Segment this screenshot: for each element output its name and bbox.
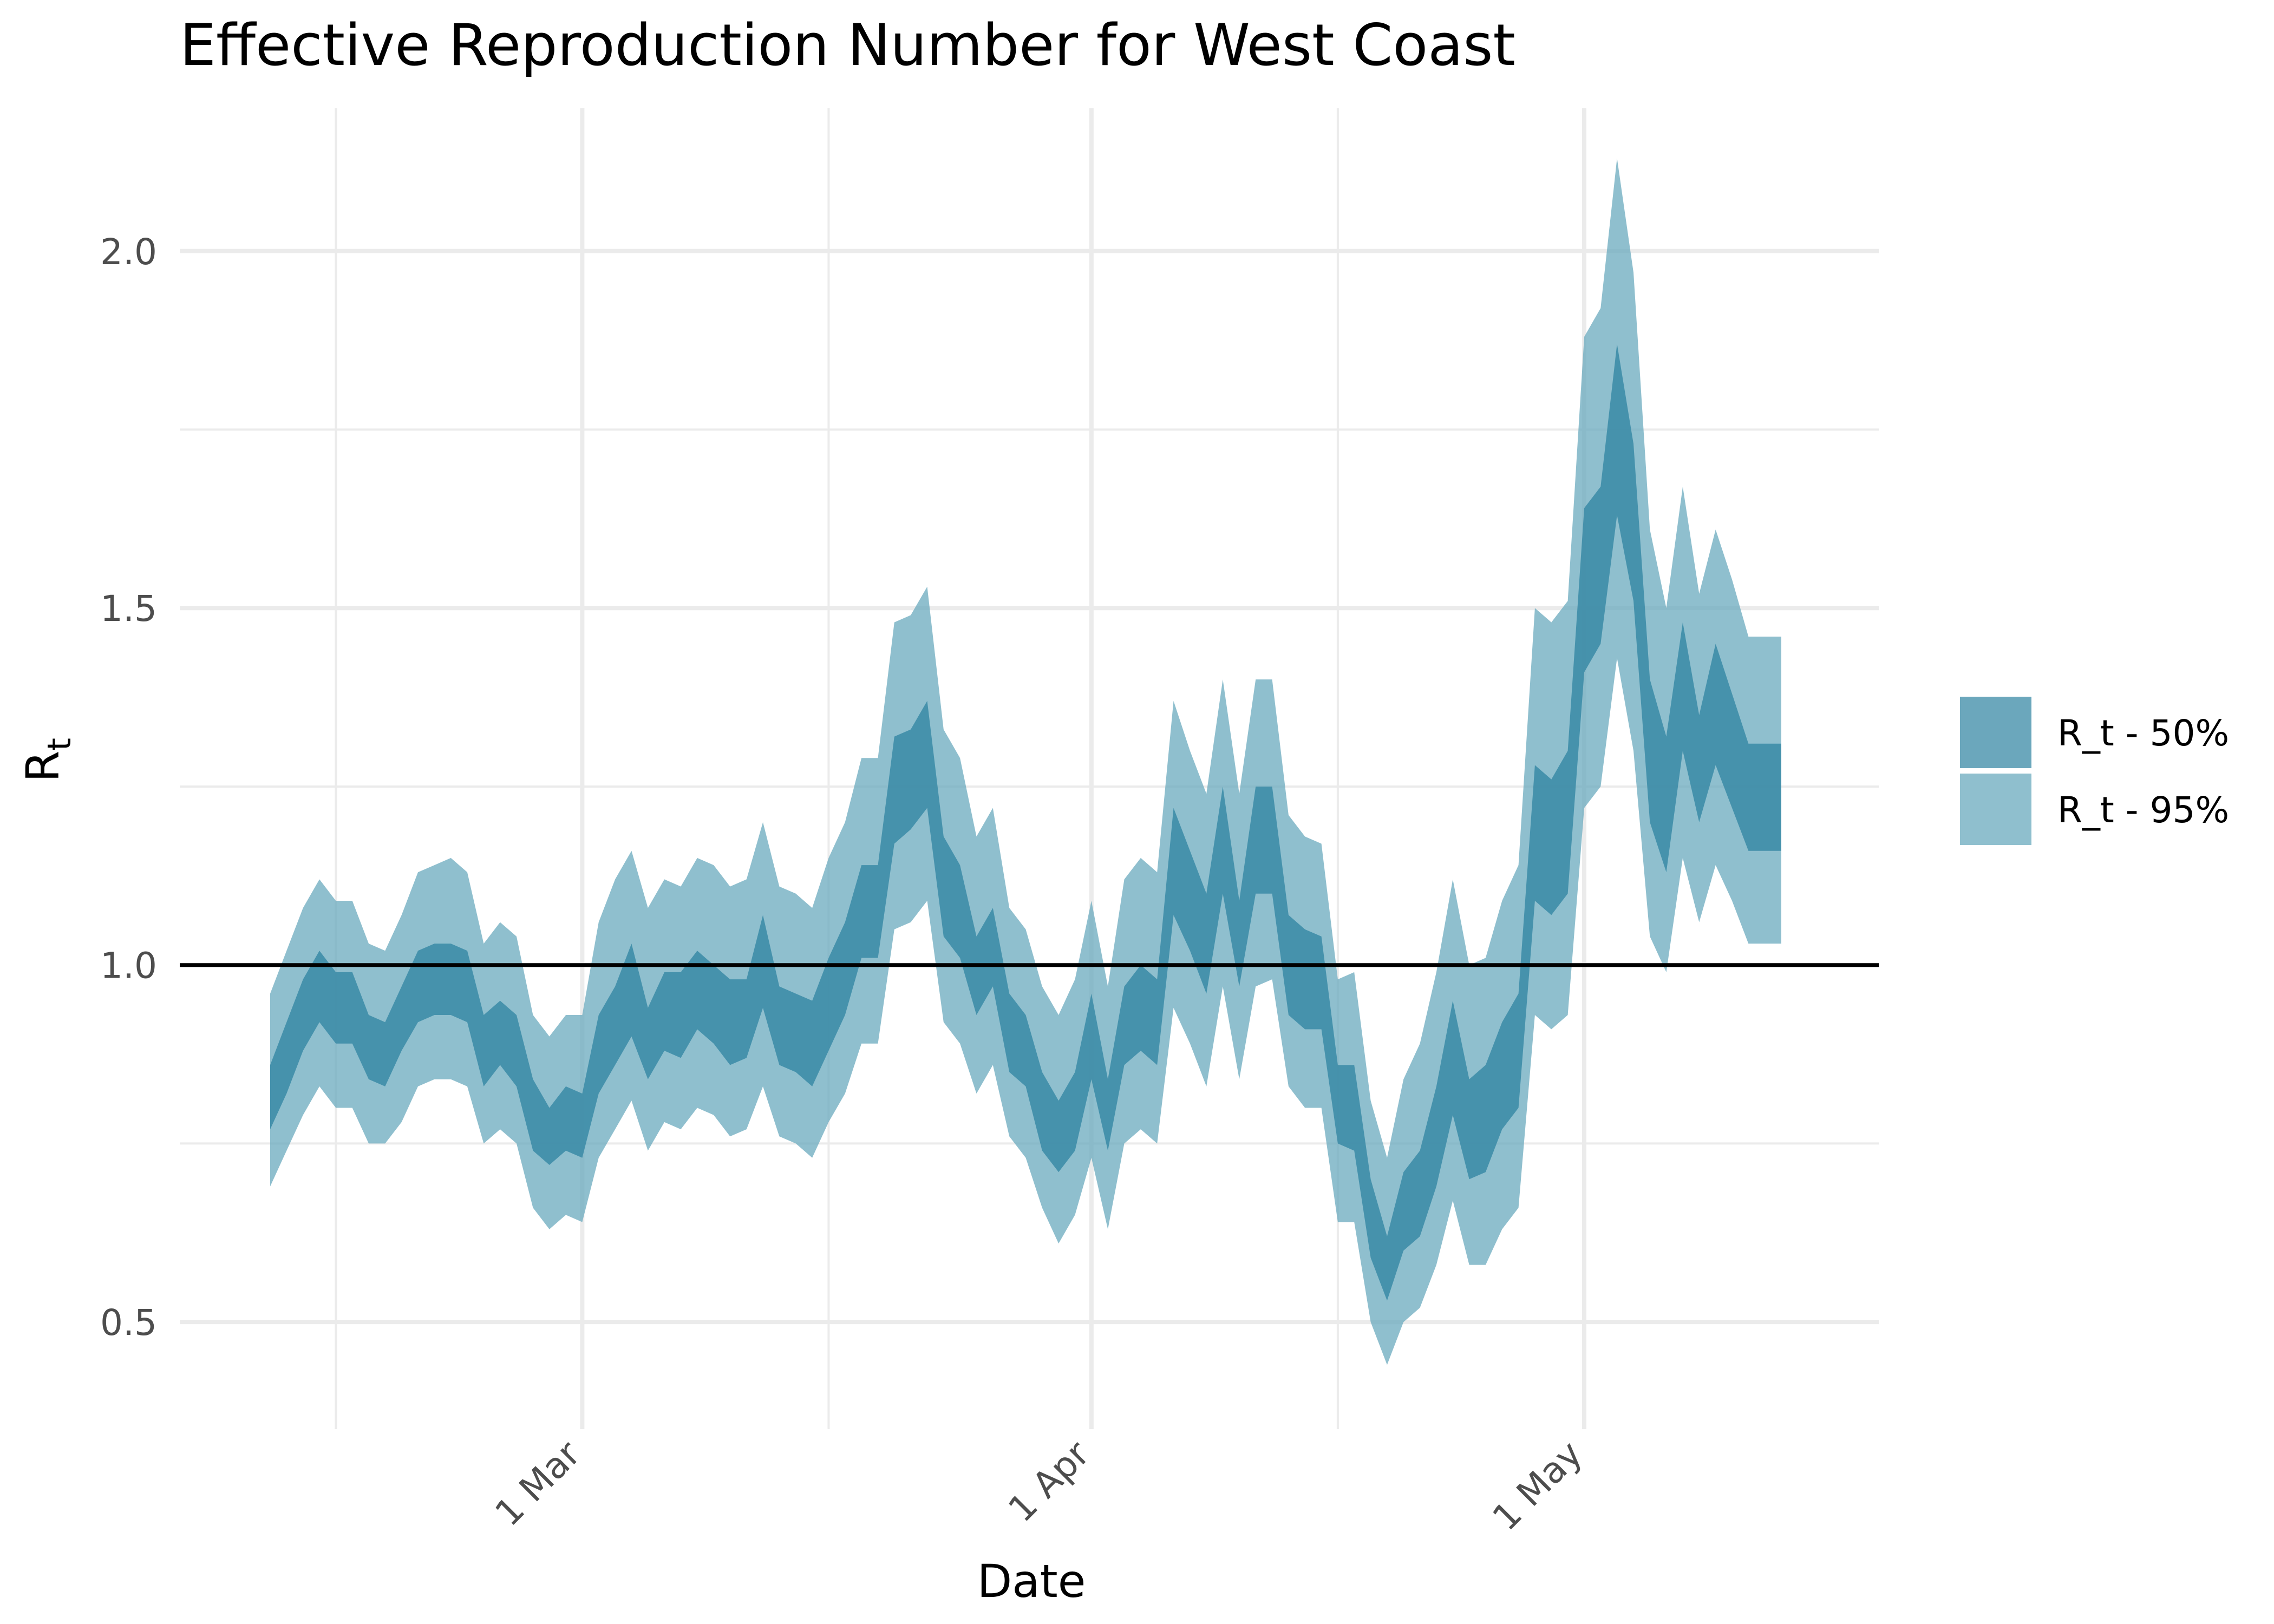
band-50 — [270, 344, 1781, 1301]
x-tick-label: 1 May — [1485, 1433, 1590, 1538]
band-95 — [270, 158, 1781, 1365]
band-95-layer — [270, 158, 1781, 1365]
legend-swatch-50 — [1960, 697, 2031, 768]
chart-title: Effective Reproduction Number for West C… — [180, 12, 1515, 78]
y-axis-title-subscript: t — [41, 738, 79, 751]
y-tick-label: 2.0 — [100, 231, 157, 273]
x-tick-label: 1 Mar — [487, 1432, 589, 1534]
y-tick-labels: 0.5 1.0 1.5 2.0 — [100, 231, 157, 1344]
x-axis-title: Date — [977, 1555, 1086, 1608]
y-axis-title: Rt — [16, 738, 79, 782]
x-tick-label: 1 Apr — [1000, 1432, 1097, 1530]
legend-swatch-95 — [1960, 774, 2031, 845]
band-50-layer — [270, 344, 1781, 1301]
y-axis-title-main: R — [16, 751, 69, 782]
y-tick-label: 1.5 — [100, 588, 157, 630]
legend-label-50: R_t - 50% — [2057, 712, 2229, 754]
y-tick-label: 0.5 — [100, 1302, 157, 1344]
x-tick-labels: 1 Mar 1 Apr 1 May — [487, 1432, 1591, 1538]
legend: R_t - 50% R_t - 95% — [1960, 697, 2229, 845]
y-tick-label: 1.0 — [100, 945, 157, 987]
legend-label-95: R_t - 95% — [2057, 789, 2229, 831]
svg-text:Rt: Rt — [16, 738, 79, 782]
